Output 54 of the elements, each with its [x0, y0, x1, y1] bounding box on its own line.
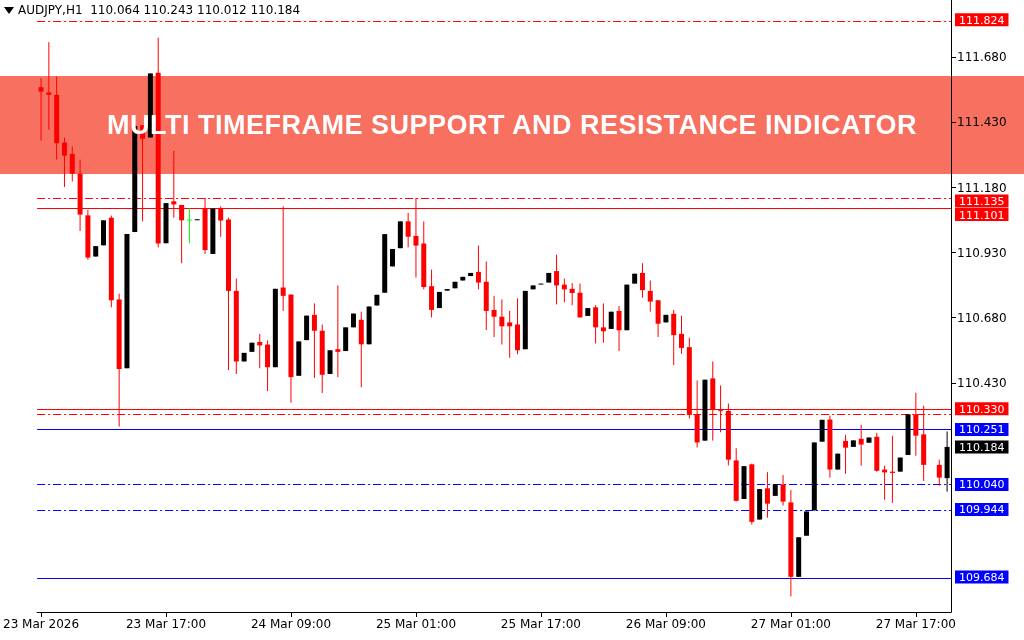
ref-line-label: 111.101 [959, 208, 1005, 222]
candlestick [764, 471, 770, 519]
x-tick-label: 26 Mar 09:00 [625, 617, 706, 631]
candlestick [593, 304, 599, 344]
x-tick-label: 27 Mar 17:00 [875, 617, 956, 631]
candlestick [569, 282, 575, 306]
text: 110.184 [959, 440, 1005, 454]
ref-line-label: 109.684 [959, 571, 1005, 585]
candlestick [327, 349, 333, 375]
candlestick [499, 298, 505, 346]
candlestick [265, 339, 271, 392]
candlestick [69, 145, 75, 183]
candlestick [647, 279, 653, 313]
ref-line-label: 110.251 [959, 423, 1005, 437]
candlestick [554, 254, 560, 305]
y-tick-label: 110.430 [957, 375, 1007, 390]
candlestick [616, 305, 622, 352]
x-tick-label: 24 Mar 09:00 [250, 617, 332, 631]
candlestick [61, 137, 67, 188]
candlestick [843, 434, 849, 475]
candlestick [429, 269, 435, 318]
ref-line-label: 110.330 [959, 402, 1005, 416]
chart-subtitle: AUDJPY,H1 110.064 110.243 110.012 110.184 [18, 3, 301, 17]
candlestick [780, 474, 786, 506]
candlestick [655, 299, 661, 338]
x-tick-label: 23 Mar 17:00 [125, 617, 207, 631]
candlestick [671, 309, 677, 366]
ref-line-label: 111.135 [959, 195, 1005, 209]
ref-line-label: 111.824 [959, 13, 1005, 27]
y-tick-label: 110.930 [957, 245, 1007, 260]
ref-line-label: 109.944 [959, 503, 1005, 517]
x-tick-label: 25 Mar 01:00 [375, 617, 457, 631]
candlestick [600, 302, 606, 344]
x-tick-label: 27 Mar 01:00 [750, 617, 831, 631]
candlestick [335, 284, 341, 378]
candlestick [405, 212, 411, 248]
x-tick-label: 23 Mar 2026 [3, 617, 80, 631]
candlestick [507, 310, 513, 359]
ref-line-label: 110.040 [959, 478, 1005, 492]
y-tick-label: 111.680 [957, 50, 1007, 65]
candlestick [936, 459, 942, 487]
candlestick [858, 424, 864, 467]
x-tick-label: 25 Mar 17:00 [500, 617, 581, 631]
candlestick [475, 245, 481, 290]
candlestick [186, 207, 192, 244]
candlestick [491, 295, 497, 338]
candlestick [38, 77, 44, 142]
candlestick [311, 302, 317, 379]
candlestick [639, 262, 645, 299]
candlestick [46, 41, 52, 131]
y-tick-label: 111.430 [957, 115, 1007, 130]
y-tick-label: 110.680 [957, 310, 1007, 325]
y-tick-label: 111.180 [957, 180, 1007, 195]
candlestick [679, 315, 685, 355]
